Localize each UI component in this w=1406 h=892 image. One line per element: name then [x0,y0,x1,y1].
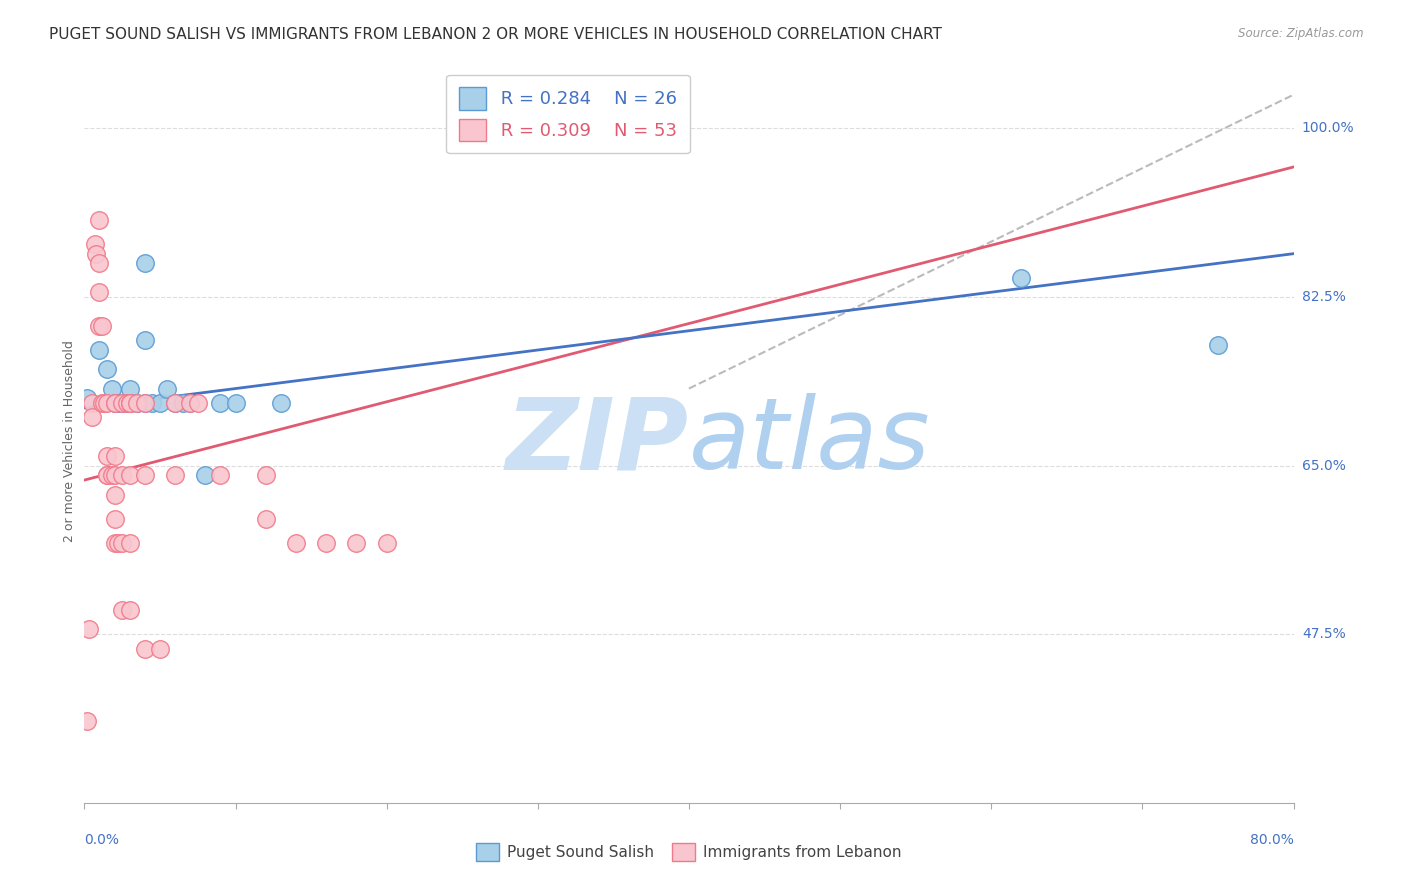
Point [111,603,134,617]
Point [118,535,141,549]
Point [127,396,149,410]
Point [165,468,187,483]
Point [89,256,111,270]
Point [134,641,156,656]
Point [179,396,201,410]
Point [104,396,127,410]
Y-axis label: 2 or more Vehicles in Household: 2 or more Vehicles in Household [63,341,76,542]
Point [118,396,141,410]
Point [118,396,141,410]
Text: 80.0%: 80.0% [1250,833,1294,847]
Text: atlas: atlas [689,393,931,490]
Point [149,641,172,656]
Point [149,396,172,410]
Point [89,318,111,333]
Point [134,256,156,270]
Point [111,396,134,410]
Point [134,334,156,348]
Point [141,396,163,410]
Point [270,396,292,410]
Point [104,487,127,501]
Point [76,714,98,728]
Point [115,396,138,410]
Point [77,623,100,637]
Point [93,396,115,410]
Point [118,603,141,617]
Point [209,396,232,410]
Text: 0.0%: 0.0% [84,833,120,847]
Point [285,535,308,549]
Text: Source: ZipAtlas.com: Source: ZipAtlas.com [1239,27,1364,40]
Point [194,468,217,483]
Point [1206,338,1229,352]
Point [104,535,127,549]
Point [156,382,179,396]
Point [209,468,232,483]
Point [111,468,134,483]
Point [134,396,156,410]
Point [84,237,107,252]
Point [96,362,118,376]
Point [375,535,398,549]
Point [96,468,118,483]
Legend: Puget Sound Salish, Immigrants from Lebanon: Puget Sound Salish, Immigrants from Leba… [471,837,907,867]
Text: 82.5%: 82.5% [1302,290,1346,304]
Point [111,535,134,549]
Point [104,511,127,525]
Point [346,535,368,549]
Point [89,285,111,300]
Point [107,535,129,549]
Point [134,468,156,483]
Point [254,511,277,525]
Point [254,468,277,483]
Point [118,396,141,410]
Point [118,382,141,396]
Point [104,449,127,463]
Text: ZIP: ZIP [506,393,689,490]
Point [315,535,337,549]
Point [80,396,103,410]
Point [89,213,111,227]
Point [104,468,127,483]
Point [172,396,194,410]
Point [107,396,129,410]
Point [104,396,127,410]
Point [91,396,114,410]
Point [111,396,134,410]
Point [86,246,108,260]
Point [127,396,149,410]
Point [104,396,127,410]
Point [134,396,156,410]
Point [118,396,141,410]
Point [100,382,122,396]
Text: 47.5%: 47.5% [1302,627,1346,641]
Point [96,396,118,410]
Point [100,468,122,483]
Point [225,396,247,410]
Point [187,396,209,410]
Point [96,468,118,483]
Point [96,449,118,463]
Point [1011,270,1033,285]
Text: 100.0%: 100.0% [1302,121,1354,136]
Point [80,410,103,425]
Text: PUGET SOUND SALISH VS IMMIGRANTS FROM LEBANON 2 OR MORE VEHICLES IN HOUSEHOLD CO: PUGET SOUND SALISH VS IMMIGRANTS FROM LE… [49,27,942,42]
Text: 65.0%: 65.0% [1302,458,1346,473]
Point [76,391,98,405]
Point [89,343,111,357]
Point [91,318,114,333]
Point [165,396,187,410]
Point [118,468,141,483]
Point [115,396,138,410]
Point [179,396,201,410]
Point [165,396,187,410]
